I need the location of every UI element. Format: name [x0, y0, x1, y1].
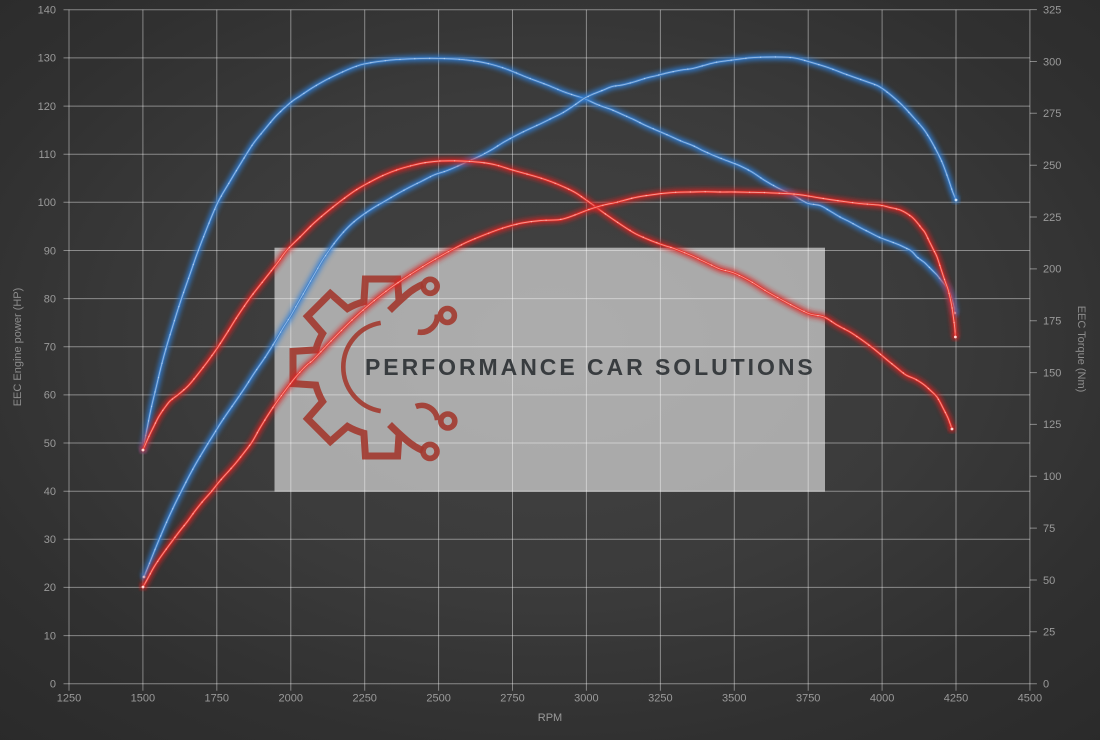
svg-text:1250: 1250 [57, 693, 81, 705]
svg-text:325: 325 [1043, 4, 1061, 16]
svg-text:175: 175 [1043, 316, 1061, 328]
svg-text:3000: 3000 [574, 693, 598, 705]
svg-text:120: 120 [38, 101, 56, 113]
svg-text:PERFORMANCE CAR SOLUTIONS: PERFORMANCE CAR SOLUTIONS [365, 354, 816, 380]
svg-text:50: 50 [44, 438, 56, 450]
svg-text:275: 275 [1043, 108, 1061, 120]
svg-text:0: 0 [50, 679, 56, 691]
svg-text:30: 30 [44, 534, 56, 546]
svg-text:150: 150 [1043, 367, 1061, 379]
svg-text:10: 10 [44, 630, 56, 642]
svg-text:1500: 1500 [131, 693, 155, 705]
svg-text:225: 225 [1043, 212, 1061, 224]
svg-text:250: 250 [1043, 160, 1061, 172]
svg-text:60: 60 [44, 390, 56, 402]
svg-text:4000: 4000 [870, 693, 894, 705]
svg-text:0: 0 [1043, 679, 1049, 691]
svg-text:80: 80 [44, 293, 56, 305]
svg-text:25: 25 [1043, 627, 1055, 639]
svg-text:50: 50 [1043, 575, 1055, 587]
svg-text:140: 140 [38, 5, 56, 17]
svg-text:70: 70 [44, 342, 56, 354]
svg-text:4250: 4250 [944, 693, 968, 705]
svg-text:EEC Torque (Nm): EEC Torque (Nm) [1075, 306, 1087, 393]
svg-text:100: 100 [1043, 471, 1061, 483]
svg-text:300: 300 [1043, 56, 1061, 68]
svg-text:40: 40 [44, 486, 56, 498]
svg-text:125: 125 [1043, 419, 1061, 431]
svg-text:1750: 1750 [205, 693, 229, 705]
svg-text:3750: 3750 [796, 693, 820, 705]
svg-text:2750: 2750 [500, 693, 524, 705]
svg-text:110: 110 [38, 149, 56, 161]
svg-text:2500: 2500 [426, 693, 450, 705]
svg-text:EEC Engine power (HP): EEC Engine power (HP) [12, 288, 24, 407]
svg-text:RPM: RPM [538, 712, 562, 724]
svg-text:3250: 3250 [648, 693, 672, 705]
svg-text:130: 130 [38, 53, 56, 65]
svg-text:20: 20 [44, 582, 56, 594]
svg-text:2000: 2000 [279, 693, 303, 705]
svg-text:90: 90 [44, 245, 56, 257]
svg-text:200: 200 [1043, 264, 1061, 276]
svg-text:100: 100 [38, 197, 56, 209]
svg-text:4500: 4500 [1018, 693, 1042, 705]
svg-text:75: 75 [1043, 523, 1055, 535]
svg-text:3500: 3500 [722, 693, 746, 705]
svg-text:2250: 2250 [352, 693, 376, 705]
